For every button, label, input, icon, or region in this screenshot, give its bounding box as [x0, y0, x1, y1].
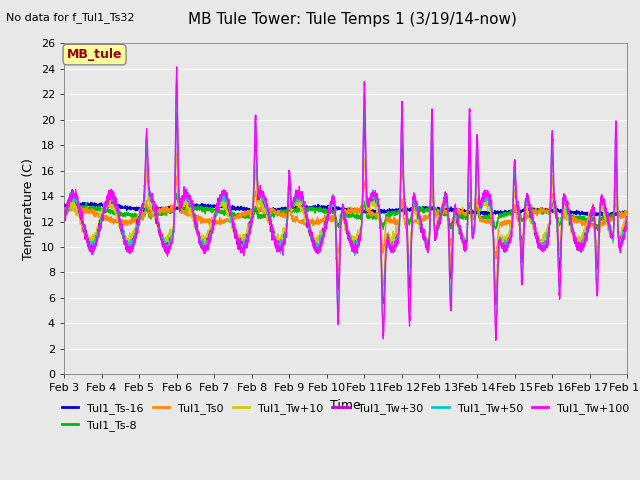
Tul1_Tw+30 — [276, 242, 284, 248]
Tul1_Ts0 — [612, 193, 620, 199]
Tul1_Tw+100 — [612, 135, 620, 141]
Legend: Tul1_Ts-16, Tul1_Ts-8, Tul1_Ts0, Tul1_Tw+10, Tul1_Tw+30, Tul1_Tw+50, Tul1_Tw+100: Tul1_Ts-16, Tul1_Ts-8, Tul1_Ts0, Tul1_Tw… — [57, 399, 634, 435]
Tul1_Ts-8 — [158, 210, 166, 216]
Tul1_Ts-16 — [612, 209, 620, 215]
Line: Tul1_Ts-16: Tul1_Ts-16 — [64, 202, 627, 216]
Tul1_Ts-8 — [276, 208, 284, 214]
Tul1_Tw+100 — [301, 201, 308, 207]
Tul1_Ts0 — [552, 210, 559, 216]
Line: Tul1_Tw+30: Tul1_Tw+30 — [64, 113, 627, 305]
Tul1_Ts-16 — [60, 202, 68, 207]
Tul1_Ts-16 — [601, 214, 609, 219]
Tul1_Tw+50 — [60, 211, 68, 217]
Tul1_Tw+100 — [552, 215, 559, 221]
Tul1_Ts-8 — [60, 204, 68, 210]
Tul1_Ts0 — [158, 205, 166, 211]
Tul1_Tw+100 — [173, 64, 180, 70]
Tul1_Tw+50 — [380, 327, 387, 333]
Tul1_Ts-16 — [301, 205, 308, 211]
Line: Tul1_Tw+100: Tul1_Tw+100 — [64, 67, 627, 340]
Tul1_Ts-16 — [276, 208, 284, 214]
Line: Tul1_Ts-8: Tul1_Ts-8 — [64, 193, 627, 231]
Tul1_Tw+50 — [301, 204, 308, 209]
Tul1_Ts-16 — [125, 206, 132, 212]
Tul1_Ts0 — [623, 209, 631, 215]
Tul1_Tw+50 — [276, 240, 284, 246]
Tul1_Tw+10 — [492, 285, 500, 290]
Tul1_Ts-8 — [173, 191, 180, 196]
Tul1_Ts-16 — [552, 209, 559, 215]
Tul1_Tw+10 — [623, 213, 631, 218]
Tul1_Ts-8 — [612, 202, 620, 208]
Tul1_Ts0 — [301, 219, 308, 225]
Tul1_Tw+30 — [623, 216, 631, 222]
Tul1_Ts-8 — [301, 204, 308, 210]
Tul1_Ts-8 — [124, 212, 132, 218]
Tul1_Tw+10 — [552, 212, 559, 217]
Tul1_Tw+30 — [124, 245, 132, 251]
Tul1_Ts-16 — [623, 210, 631, 216]
Tul1_Tw+10 — [173, 150, 180, 156]
Tul1_Tw+30 — [492, 302, 499, 308]
Line: Tul1_Tw+50: Tul1_Tw+50 — [64, 81, 627, 330]
Tul1_Tw+100 — [623, 215, 631, 220]
Tul1_Ts-8 — [552, 212, 559, 217]
Tul1_Tw+30 — [301, 209, 308, 215]
Tul1_Ts-8 — [594, 228, 602, 234]
Tul1_Tw+100 — [158, 241, 166, 247]
Tul1_Tw+100 — [276, 244, 284, 250]
Text: MB_tule: MB_tule — [67, 48, 122, 61]
Tul1_Ts-8 — [623, 210, 631, 216]
Tul1_Ts-16 — [87, 199, 95, 205]
Tul1_Ts-16 — [158, 207, 166, 213]
X-axis label: Time: Time — [330, 399, 361, 412]
Tul1_Tw+10 — [158, 231, 166, 237]
Tul1_Ts0 — [276, 212, 284, 218]
Line: Tul1_Ts0: Tul1_Ts0 — [64, 176, 627, 261]
Tul1_Tw+50 — [552, 210, 559, 216]
Tul1_Tw+30 — [612, 167, 620, 173]
Line: Tul1_Tw+10: Tul1_Tw+10 — [64, 153, 627, 288]
Tul1_Ts0 — [124, 219, 132, 225]
Tul1_Tw+100 — [492, 337, 500, 343]
Tul1_Ts0 — [173, 173, 180, 179]
Tul1_Tw+10 — [301, 219, 308, 225]
Tul1_Tw+50 — [612, 140, 620, 145]
Tul1_Tw+10 — [612, 191, 620, 196]
Tul1_Tw+50 — [158, 236, 166, 241]
Text: MB Tule Tower: Tule Temps 1 (3/19/14-now): MB Tule Tower: Tule Temps 1 (3/19/14-now… — [188, 12, 516, 27]
Tul1_Tw+50 — [173, 78, 180, 84]
Tul1_Tw+10 — [276, 236, 284, 241]
Tul1_Tw+30 — [552, 204, 559, 210]
Tul1_Tw+30 — [60, 214, 68, 219]
Tul1_Tw+10 — [124, 237, 132, 242]
Tul1_Tw+50 — [124, 239, 132, 245]
Tul1_Tw+10 — [60, 209, 68, 215]
Tul1_Tw+30 — [158, 237, 166, 243]
Tul1_Ts0 — [60, 204, 68, 210]
Text: No data for f_Tul1_Ts32: No data for f_Tul1_Ts32 — [6, 12, 135, 23]
Tul1_Tw+50 — [623, 217, 631, 223]
Tul1_Tw+30 — [173, 110, 180, 116]
Y-axis label: Temperature (C): Temperature (C) — [22, 158, 35, 260]
Tul1_Tw+100 — [60, 219, 68, 225]
Tul1_Ts0 — [405, 258, 413, 264]
Tul1_Tw+100 — [124, 247, 132, 252]
